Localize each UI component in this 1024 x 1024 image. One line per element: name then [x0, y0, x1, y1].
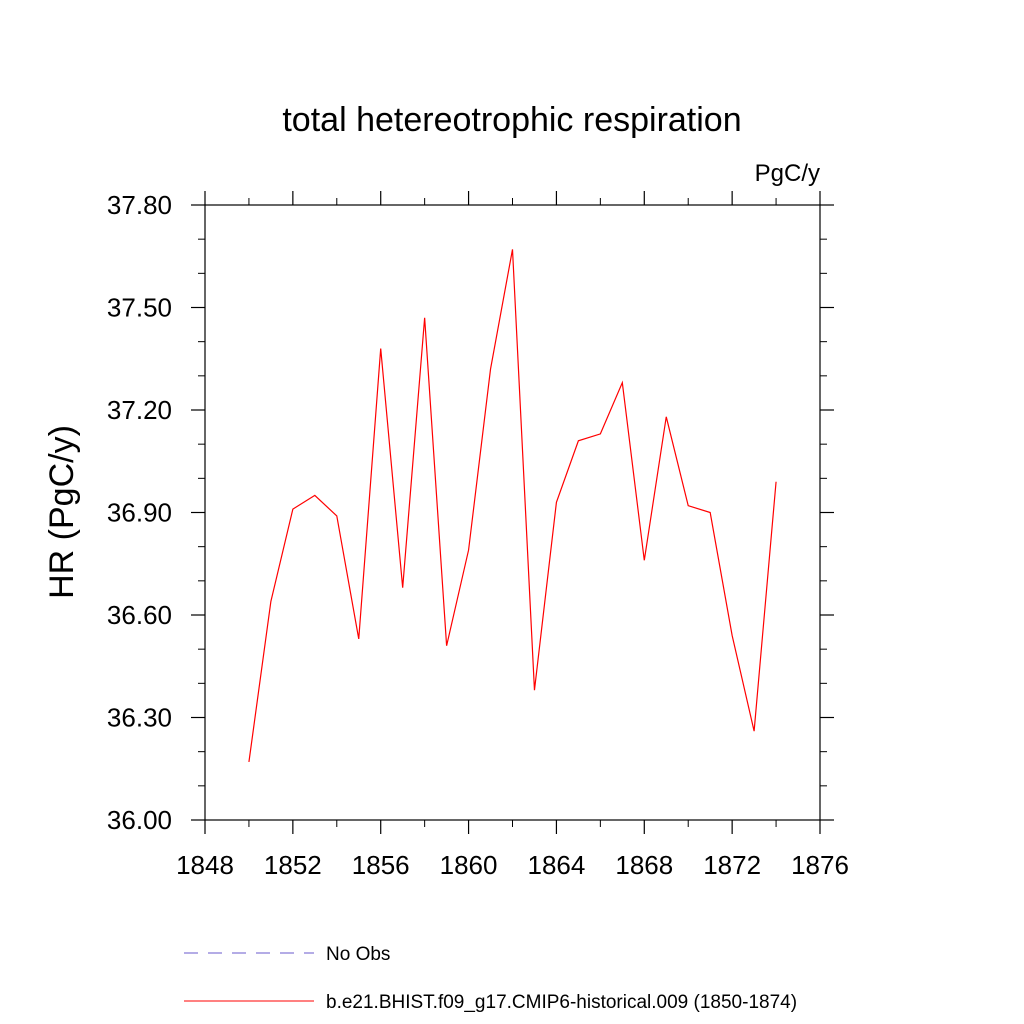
legend-label: b.e21.BHIST.f09_g17.CMIP6-historical.009…	[326, 992, 797, 1013]
plot-frame	[204, 204, 821, 821]
tick-labels: 1848 1852 1856 1860 1864 1868 1872 1876 36.00 36.…	[107, 190, 849, 880]
y-tick-label: 36.30	[107, 703, 172, 733]
x-tick-label: 1856	[352, 850, 410, 880]
x-tick-label: 1864	[528, 850, 586, 880]
data-series	[248, 249, 777, 763]
y-tick-label: 37.50	[107, 293, 172, 323]
y-tick-label: 37.20	[107, 395, 172, 425]
y-axis-label: HR (PgC/y)	[43, 425, 81, 599]
legend-label: No Obs	[326, 944, 390, 965]
axis-ticks	[191, 191, 834, 834]
x-tick-label: 1872	[703, 850, 761, 880]
y-tick-label: 37.80	[107, 190, 172, 220]
x-tick-label: 1860	[440, 850, 498, 880]
x-tick-label: 1848	[176, 850, 234, 880]
x-tick-label: 1868	[615, 850, 673, 880]
y-tick-label: 36.60	[107, 600, 172, 630]
y-tick-label: 36.00	[107, 805, 172, 835]
x-tick-label: 1876	[791, 850, 849, 880]
series-line	[248, 249, 777, 763]
x-tick-label: 1852	[264, 850, 322, 880]
chart-title: total hetereotrophic respiration	[282, 101, 741, 139]
units-label: PgC/y	[755, 160, 820, 187]
legend: No Obs b.e21.BHIST.f09_g17.CMIP6-historic…	[184, 944, 797, 1013]
y-tick-label: 36.90	[107, 498, 172, 528]
